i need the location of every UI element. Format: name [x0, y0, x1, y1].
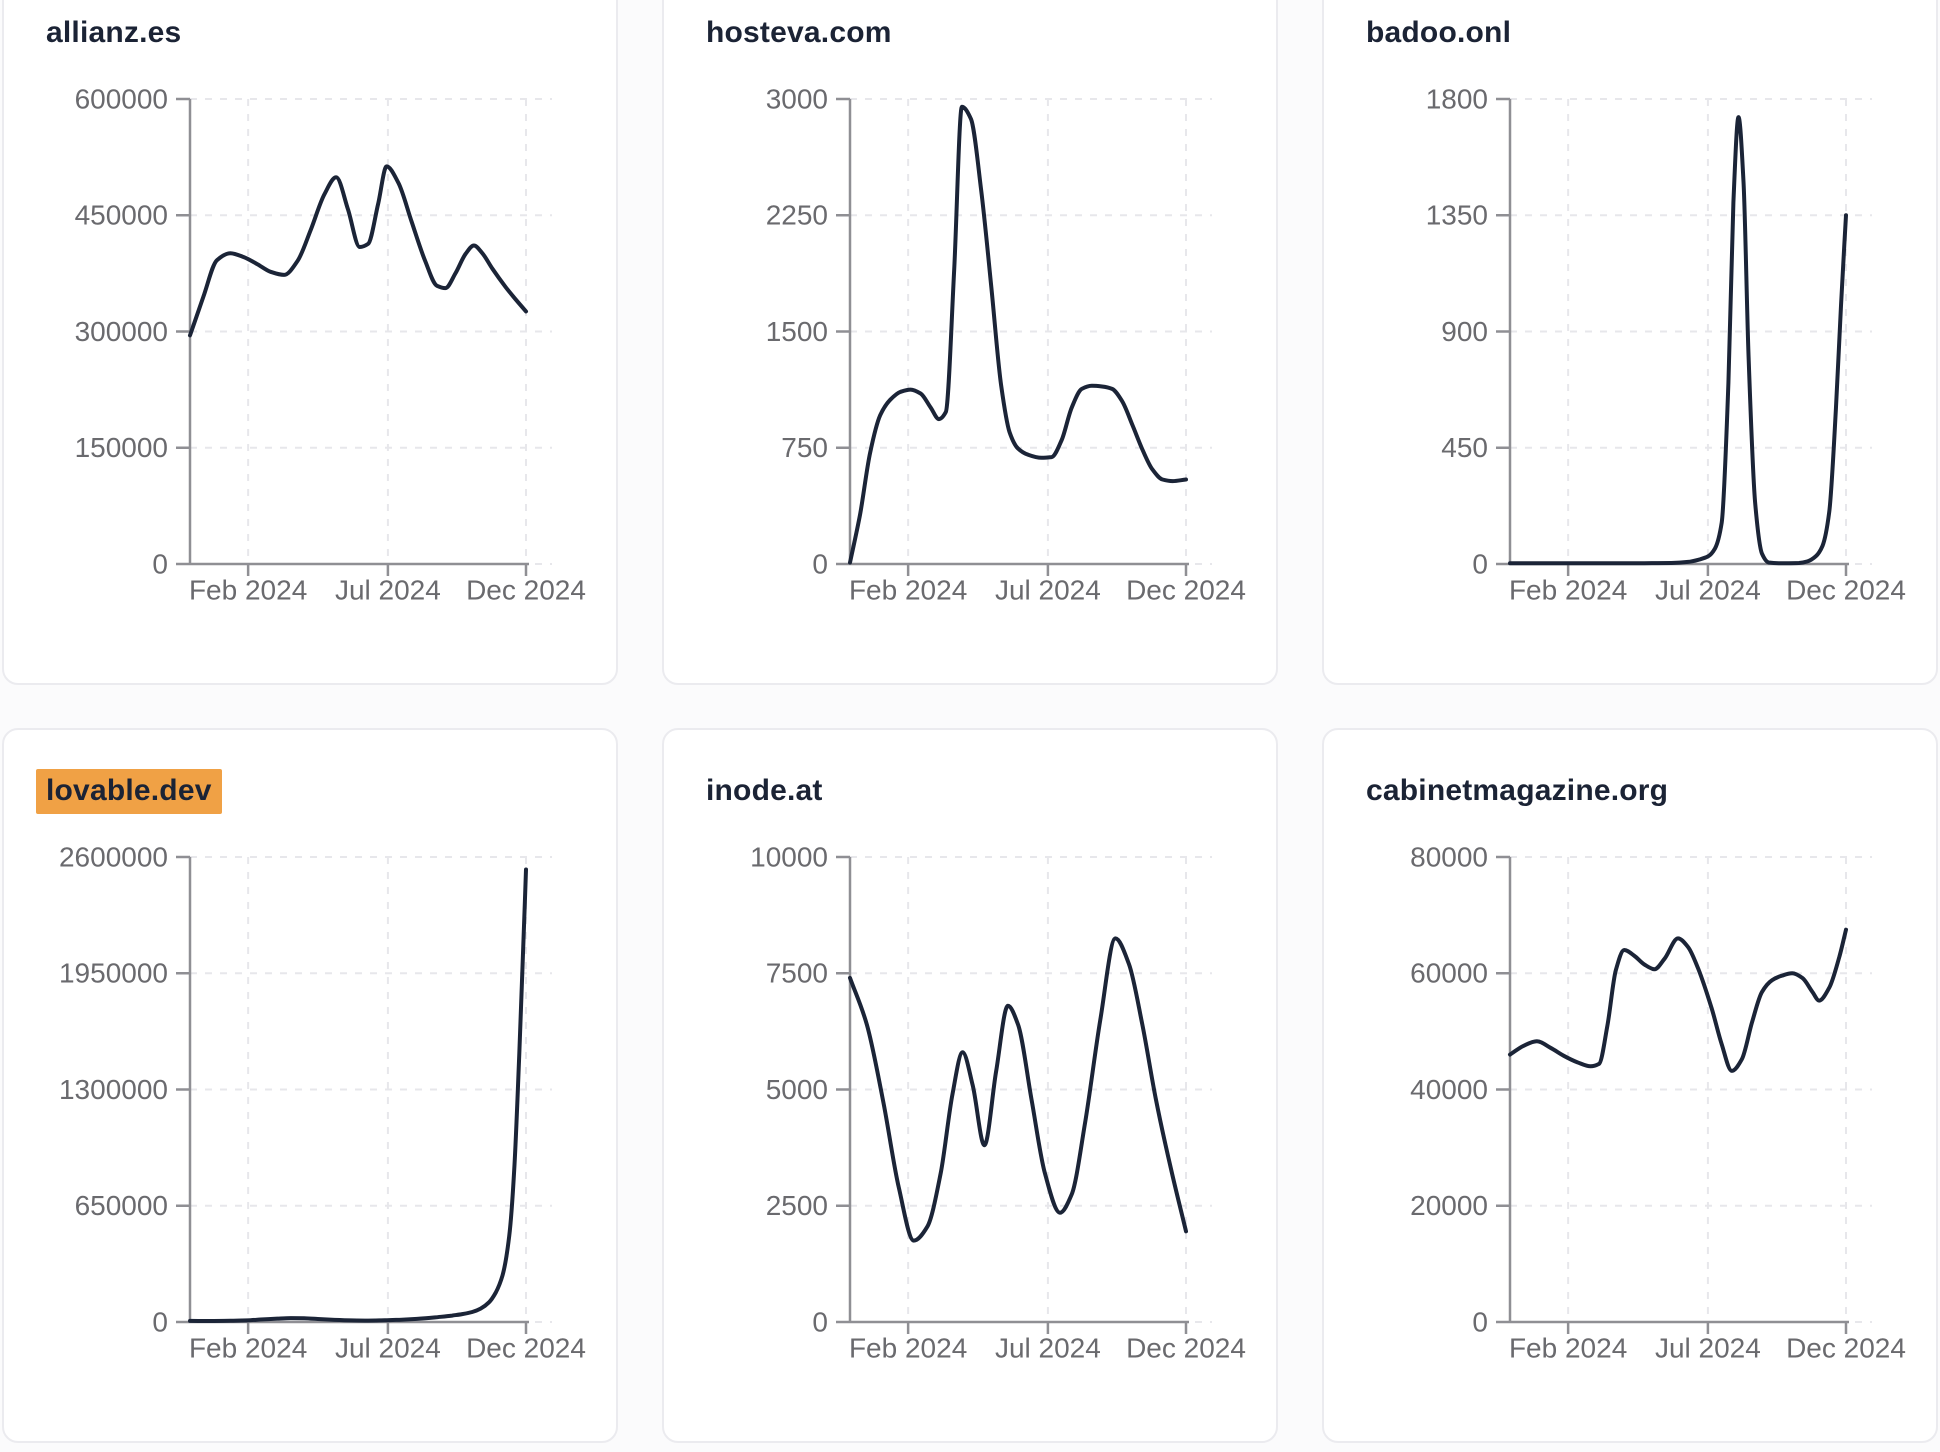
svg-text:1950000: 1950000	[59, 958, 168, 989]
svg-text:Feb 2024: Feb 2024	[189, 1332, 307, 1363]
svg-text:5000: 5000	[766, 1074, 828, 1105]
chart-title: hosteva.com	[706, 16, 892, 50]
svg-text:Jul 2024: Jul 2024	[335, 574, 441, 605]
svg-text:450000: 450000	[75, 200, 168, 231]
svg-text:80000: 80000	[1410, 841, 1488, 872]
chart-title-text: hosteva.com	[706, 16, 892, 49]
svg-text:Dec 2024: Dec 2024	[466, 1332, 586, 1363]
svg-text:3000: 3000	[766, 83, 828, 114]
svg-text:Dec 2024: Dec 2024	[1126, 574, 1246, 605]
svg-text:650000: 650000	[75, 1190, 168, 1221]
chart-title: badoo.onl	[1366, 16, 1511, 50]
svg-text:Dec 2024: Dec 2024	[1786, 574, 1906, 605]
line-chart: 0 150000 300000 450000 600000 Feb 2024 Jul 202…	[75, 83, 586, 605]
chart-card-cabinetmagazine-org[interactable]: cabinetmagazine.org 0 20000 40000 60000 8000…	[1322, 728, 1938, 1443]
line-chart: 0 750 1500 2250 3000 Feb 2024 Jul 2024 Dec 2024	[766, 83, 1246, 605]
chart-card-lovable-dev[interactable]: lovable.dev 0 650000 1300000 1950000 2600000…	[2, 728, 618, 1443]
svg-text:0: 0	[1472, 548, 1488, 579]
svg-text:900: 900	[1441, 316, 1488, 347]
chart-title: inode.at	[706, 774, 823, 808]
svg-text:Jul 2024: Jul 2024	[995, 574, 1101, 605]
svg-text:1300000: 1300000	[59, 1074, 168, 1105]
svg-text:2500: 2500	[766, 1190, 828, 1221]
chart-card-allianz-es[interactable]: allianz.es 0 150000 300000 450000 600000 Feb …	[2, 0, 618, 685]
svg-text:2600000: 2600000	[59, 841, 168, 872]
chart-title: lovable.dev	[36, 769, 222, 814]
svg-text:Feb 2024: Feb 2024	[1509, 1332, 1627, 1363]
line-chart: 0 450 900 1350 1800 Feb 2024 Jul 2024 Dec 2024	[1426, 83, 1906, 605]
svg-text:1350: 1350	[1426, 200, 1488, 231]
svg-text:450: 450	[1441, 432, 1488, 463]
line-chart: 0 650000 1300000 1950000 2600000 Feb 2024 Jul …	[59, 841, 586, 1363]
svg-text:150000: 150000	[75, 432, 168, 463]
svg-text:Jul 2024: Jul 2024	[335, 1332, 441, 1363]
svg-text:40000: 40000	[1410, 1074, 1488, 1105]
svg-text:60000: 60000	[1410, 958, 1488, 989]
chart-card-hosteva-com[interactable]: hosteva.com 0 750 1500 2250 3000 Feb 2024 Jul …	[662, 0, 1278, 685]
svg-text:0: 0	[812, 1306, 828, 1337]
svg-text:20000: 20000	[1410, 1190, 1488, 1221]
svg-text:Dec 2024: Dec 2024	[1786, 1332, 1906, 1363]
chart-card-badoo-onl[interactable]: badoo.onl 0 450 900 1350 1800 Feb 2024 Jul 202…	[1322, 0, 1938, 685]
svg-text:0: 0	[152, 1306, 168, 1337]
chart-title-text: cabinetmagazine.org	[1366, 774, 1669, 807]
svg-text:1500: 1500	[766, 316, 828, 347]
svg-text:Dec 2024: Dec 2024	[466, 574, 586, 605]
svg-text:10000: 10000	[750, 841, 828, 872]
svg-text:Dec 2024: Dec 2024	[1126, 1332, 1246, 1363]
svg-text:Jul 2024: Jul 2024	[1655, 574, 1761, 605]
chart-title: cabinetmagazine.org	[1366, 774, 1668, 808]
chart-card-inode-at[interactable]: inode.at 0 2500 5000 7500 10000 Feb 2024 Jul 2…	[662, 728, 1278, 1443]
svg-text:Jul 2024: Jul 2024	[1655, 1332, 1761, 1363]
chart-title-text: allianz.es	[46, 16, 182, 49]
line-chart: 0 2500 5000 7500 10000 Feb 2024 Jul 2024 Dec 20…	[750, 841, 1246, 1363]
svg-text:750: 750	[781, 432, 828, 463]
svg-text:300000: 300000	[75, 316, 168, 347]
chart-title-text: inode.at	[706, 774, 823, 807]
chart-title-text: badoo.onl	[1366, 16, 1512, 49]
svg-text:Jul 2024: Jul 2024	[995, 1332, 1101, 1363]
svg-text:Feb 2024: Feb 2024	[849, 1332, 967, 1363]
svg-text:0: 0	[812, 548, 828, 579]
svg-text:0: 0	[1472, 1306, 1488, 1337]
svg-text:Feb 2024: Feb 2024	[189, 574, 307, 605]
highlighted-chart-title-text: lovable.dev	[36, 769, 222, 814]
svg-text:Feb 2024: Feb 2024	[1509, 574, 1627, 605]
line-chart: 0 20000 40000 60000 80000 Feb 2024 Jul 2024 Dec…	[1410, 841, 1906, 1363]
svg-text:2250: 2250	[766, 200, 828, 231]
svg-text:600000: 600000	[75, 83, 168, 114]
svg-text:1800: 1800	[1426, 83, 1488, 114]
svg-text:7500: 7500	[766, 958, 828, 989]
svg-text:0: 0	[152, 548, 168, 579]
svg-text:Feb 2024: Feb 2024	[849, 574, 967, 605]
chart-title: allianz.es	[46, 16, 181, 50]
